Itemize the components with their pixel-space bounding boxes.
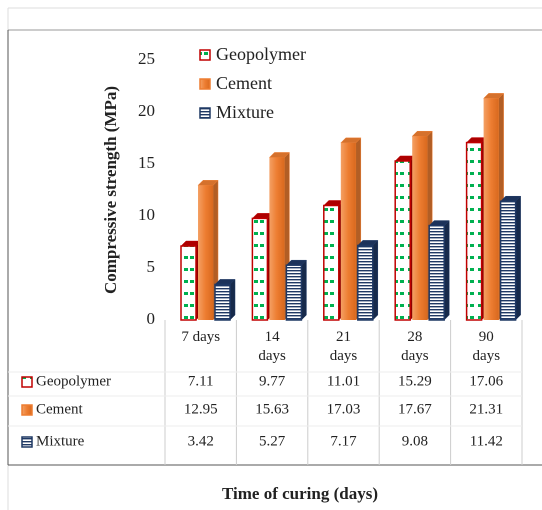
table-value: 17.06 xyxy=(469,373,503,389)
table-value: 21.31 xyxy=(469,401,503,417)
table-value: 15.29 xyxy=(398,373,432,389)
bar xyxy=(465,141,483,321)
x-tick-label: 28 days xyxy=(401,329,429,364)
table-value: 11.42 xyxy=(470,433,503,449)
legend-swatch xyxy=(199,78,211,90)
table-value: 15.63 xyxy=(255,401,289,417)
table-value: 12.95 xyxy=(184,401,218,417)
bar xyxy=(180,245,197,321)
table-value: 17.67 xyxy=(398,401,432,417)
x-tick-label: 7 days xyxy=(181,329,221,345)
legend-label: Mixture xyxy=(216,102,274,122)
bar xyxy=(323,204,340,321)
legend-label: Geopolymer xyxy=(216,44,306,64)
table-row-label: Mixture xyxy=(36,433,85,449)
bar xyxy=(394,160,411,321)
table-value: 7.17 xyxy=(330,433,357,449)
y-tick-label: 15 xyxy=(138,153,155,172)
table-value: 3.42 xyxy=(188,433,214,449)
y-tick-label: 25 xyxy=(138,49,155,68)
legend-swatch xyxy=(199,49,211,61)
x-axis-label: Time of curing (days) xyxy=(222,484,378,503)
table-row-label: Cement xyxy=(36,401,83,417)
table-value: 7.11 xyxy=(188,373,214,389)
y-axis-label: Compressive strength (MPa) xyxy=(101,86,120,294)
table-value: 5.27 xyxy=(259,433,286,449)
bar xyxy=(340,142,356,320)
x-tick-label: 14 days xyxy=(258,329,286,364)
bar xyxy=(412,136,428,320)
y-tick-label: 10 xyxy=(138,205,155,224)
bar xyxy=(251,217,269,321)
bar xyxy=(285,264,303,321)
bar xyxy=(357,244,374,321)
x-tick-label: 90 days xyxy=(472,329,501,364)
x-tick-label: 21 days xyxy=(329,329,358,364)
table-row-label: Geopolymer xyxy=(36,373,111,389)
bar xyxy=(269,157,285,320)
table-value: 17.03 xyxy=(327,401,361,417)
table-value: 9.77 xyxy=(259,373,286,389)
y-tick-label: 20 xyxy=(138,101,155,120)
bar xyxy=(499,200,517,321)
legend-label: Cement xyxy=(216,73,272,93)
legend-swatch xyxy=(21,376,33,388)
table-value: 11.01 xyxy=(327,373,360,389)
y-tick-label: 5 xyxy=(147,257,156,276)
legend-swatch xyxy=(21,436,33,448)
bar xyxy=(198,185,213,320)
bar xyxy=(428,224,445,321)
bar xyxy=(214,283,231,321)
y-tick-label: 0 xyxy=(147,309,156,328)
bar xyxy=(483,98,499,320)
legend-swatch xyxy=(21,404,33,416)
table-value: 9.08 xyxy=(402,433,428,449)
legend-swatch xyxy=(199,107,211,119)
